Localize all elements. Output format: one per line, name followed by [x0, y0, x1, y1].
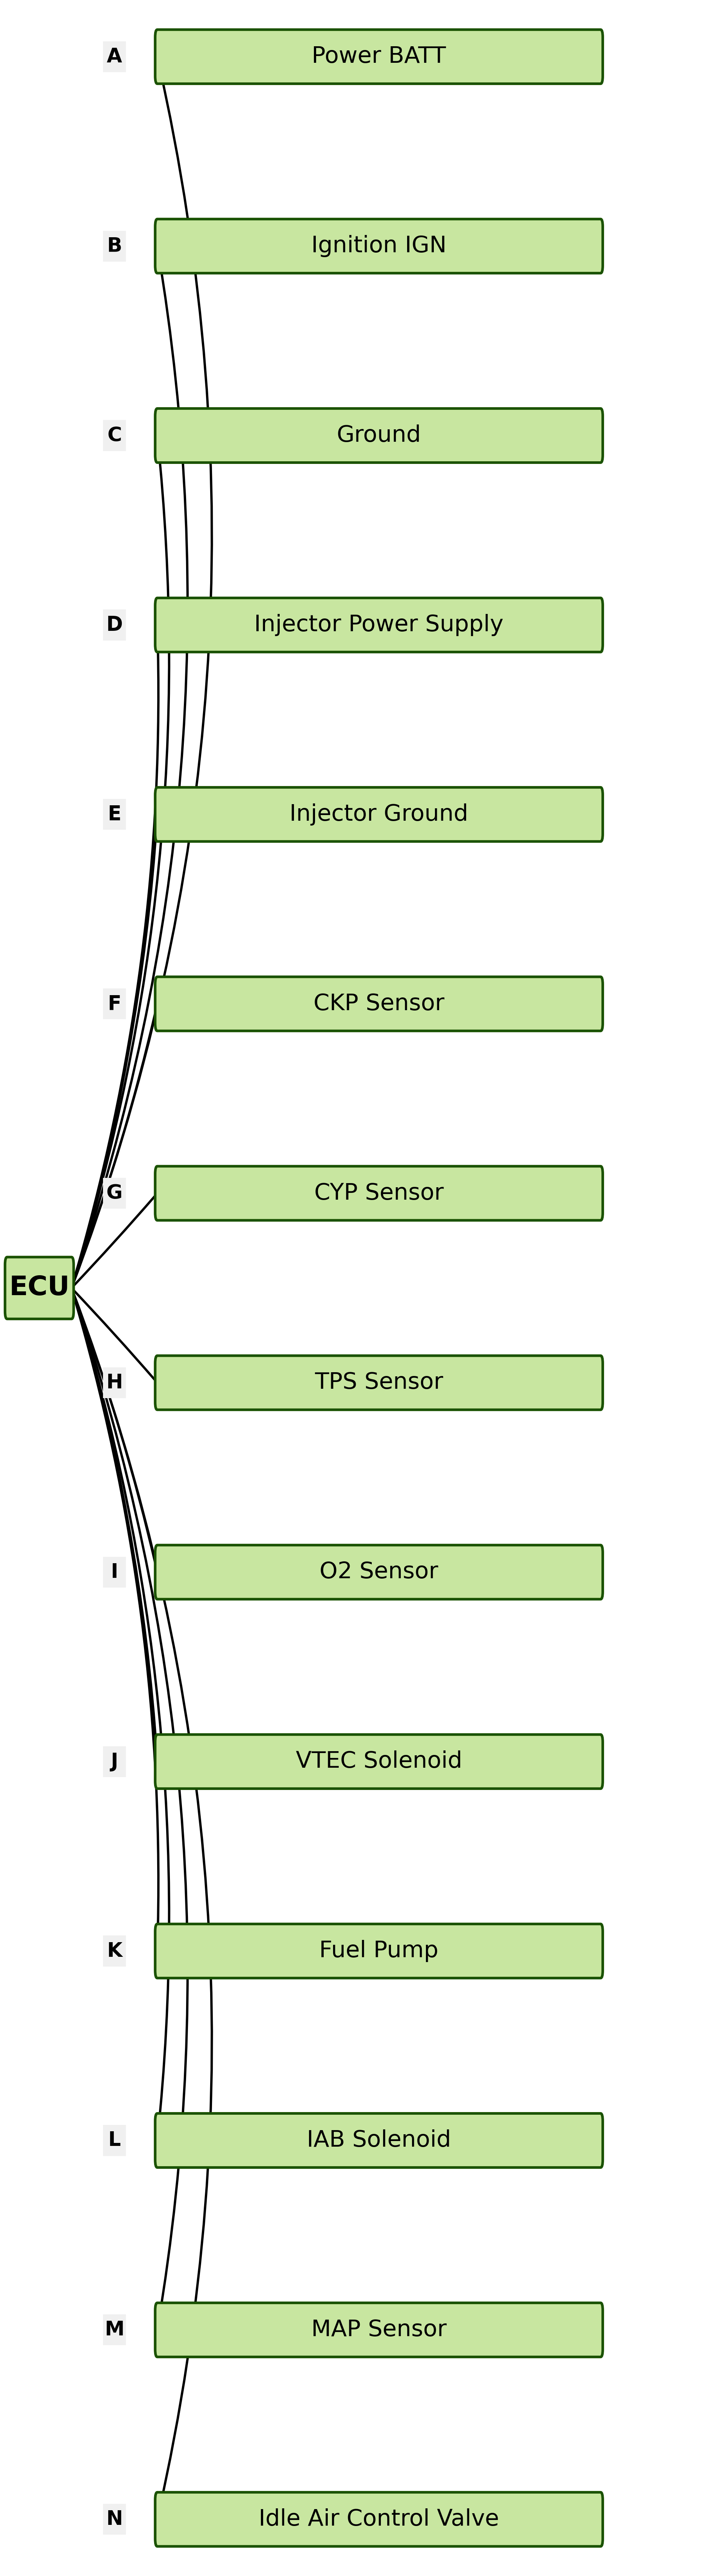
FancyBboxPatch shape [155, 1546, 603, 1600]
FancyBboxPatch shape [103, 611, 126, 641]
Text: TPS Sensor: TPS Sensor [315, 1370, 443, 1394]
Text: H: H [106, 1373, 123, 1394]
Text: L: L [108, 2130, 121, 2151]
FancyBboxPatch shape [155, 2303, 603, 2357]
FancyBboxPatch shape [103, 232, 126, 263]
Text: F: F [108, 994, 121, 1012]
FancyArrowPatch shape [72, 1288, 157, 1569]
Text: Power BATT: Power BATT [312, 46, 446, 67]
FancyBboxPatch shape [155, 28, 603, 82]
Text: IAB Solenoid: IAB Solenoid [307, 2130, 451, 2151]
FancyBboxPatch shape [103, 799, 126, 829]
FancyArrowPatch shape [72, 1195, 156, 1288]
Text: G: G [107, 1182, 122, 1203]
FancyArrowPatch shape [72, 1288, 156, 1381]
FancyBboxPatch shape [103, 989, 126, 1020]
Text: C: C [107, 425, 122, 446]
Text: CYP Sensor: CYP Sensor [314, 1182, 444, 1206]
FancyArrowPatch shape [72, 1007, 157, 1288]
Text: ECU: ECU [9, 1275, 69, 1301]
FancyArrowPatch shape [72, 629, 159, 1288]
FancyArrowPatch shape [72, 1288, 212, 2517]
Text: D: D [106, 616, 123, 634]
FancyArrowPatch shape [72, 250, 187, 1288]
Text: E: E [108, 804, 121, 824]
FancyBboxPatch shape [103, 420, 126, 451]
Text: A: A [107, 46, 122, 67]
FancyBboxPatch shape [103, 2313, 126, 2344]
FancyBboxPatch shape [103, 1556, 126, 1587]
FancyBboxPatch shape [103, 1177, 126, 1208]
FancyBboxPatch shape [103, 1935, 126, 1965]
FancyBboxPatch shape [103, 1368, 126, 1399]
Text: J: J [111, 1752, 118, 1772]
FancyArrowPatch shape [72, 817, 157, 1288]
FancyArrowPatch shape [72, 438, 169, 1288]
FancyArrowPatch shape [72, 1288, 159, 1947]
FancyBboxPatch shape [155, 1924, 603, 1978]
Text: B: B [107, 237, 122, 255]
Text: Injector Power Supply: Injector Power Supply [255, 613, 503, 636]
Text: I: I [111, 1564, 118, 1582]
FancyArrowPatch shape [72, 59, 212, 1288]
Text: Ground: Ground [337, 425, 421, 446]
FancyBboxPatch shape [155, 2112, 603, 2166]
Text: Idle Air Control Valve: Idle Air Control Valve [259, 2509, 499, 2530]
Text: Fuel Pump: Fuel Pump [320, 1940, 438, 1963]
FancyBboxPatch shape [155, 598, 603, 652]
FancyArrowPatch shape [72, 1288, 187, 2326]
FancyBboxPatch shape [103, 2125, 126, 2156]
FancyBboxPatch shape [155, 976, 603, 1030]
FancyBboxPatch shape [155, 410, 603, 464]
Text: Injector Ground: Injector Ground [290, 804, 468, 824]
FancyBboxPatch shape [155, 788, 603, 842]
Text: MAP Sensor: MAP Sensor [311, 2318, 447, 2342]
FancyArrowPatch shape [72, 1288, 157, 1759]
FancyBboxPatch shape [103, 1747, 126, 1777]
FancyBboxPatch shape [155, 1167, 603, 1221]
Text: K: K [107, 1942, 122, 1960]
Text: M: M [104, 2321, 124, 2339]
FancyBboxPatch shape [103, 41, 126, 72]
FancyArrowPatch shape [72, 1288, 169, 2138]
Text: CKP Sensor: CKP Sensor [313, 992, 445, 1015]
Text: N: N [106, 2509, 123, 2530]
FancyBboxPatch shape [155, 2494, 603, 2545]
FancyBboxPatch shape [155, 219, 603, 273]
Text: O2 Sensor: O2 Sensor [320, 1561, 438, 1584]
FancyBboxPatch shape [5, 1257, 74, 1319]
FancyBboxPatch shape [155, 1734, 603, 1788]
FancyBboxPatch shape [103, 2504, 126, 2535]
FancyBboxPatch shape [155, 1355, 603, 1409]
Text: Ignition IGN: Ignition IGN [311, 234, 447, 258]
Text: VTEC Solenoid: VTEC Solenoid [296, 1752, 462, 1772]
